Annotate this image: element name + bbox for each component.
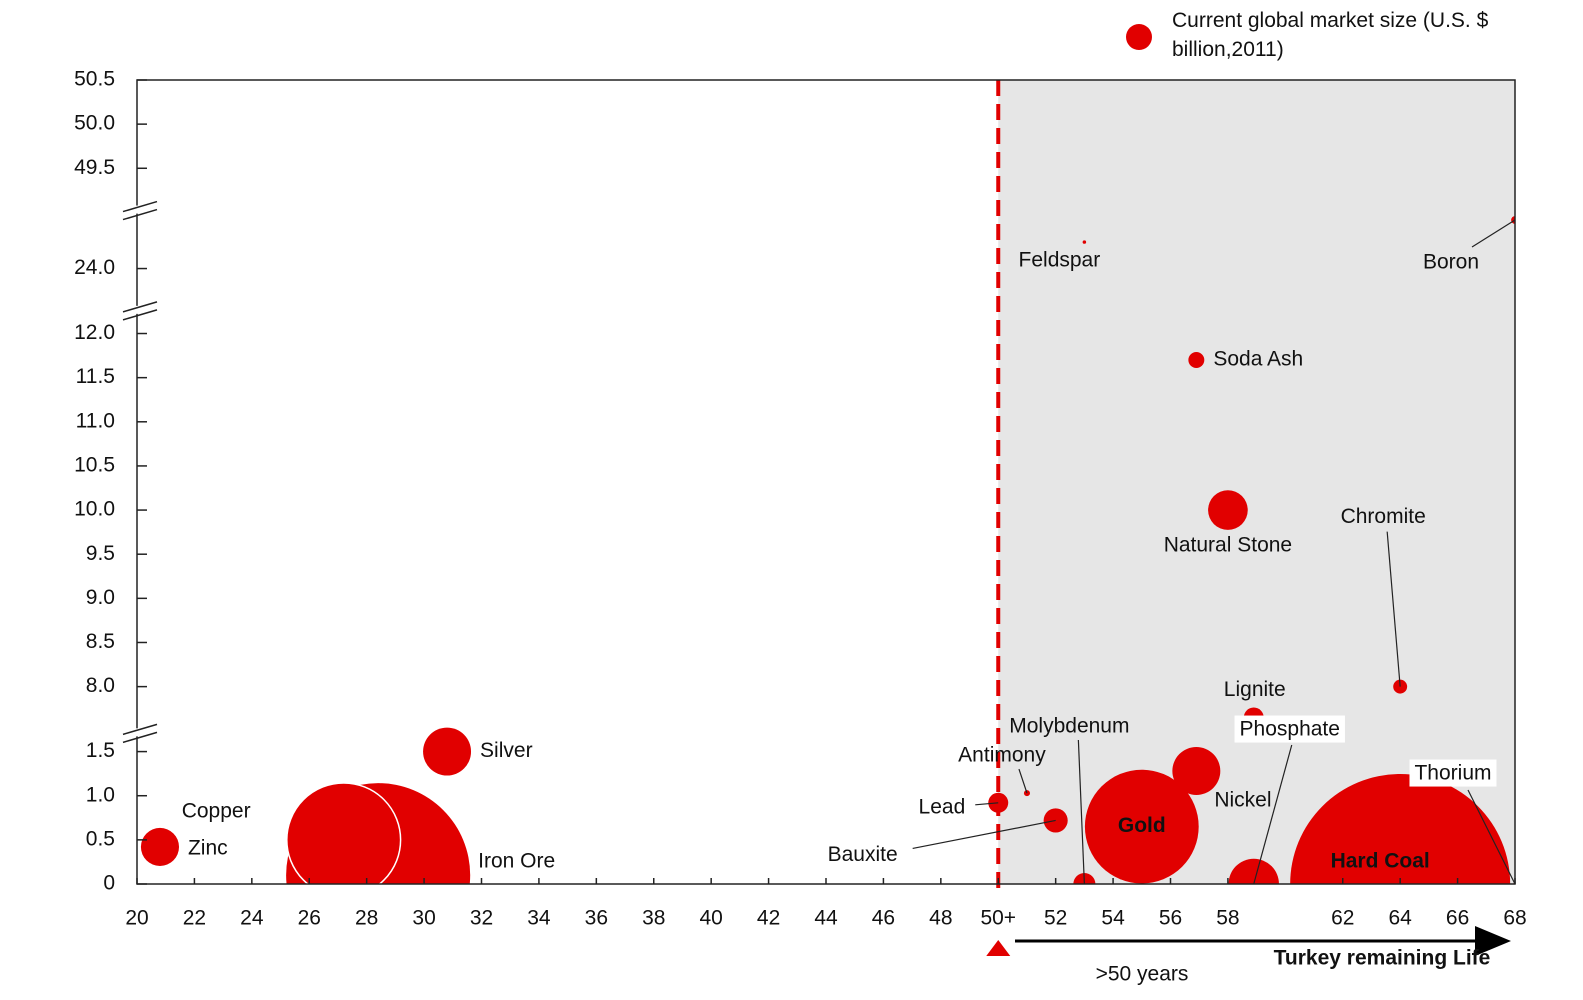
x-tick-label: 52: [1044, 907, 1067, 930]
axis-break: [122, 301, 158, 313]
y-tick-label: 11.5: [76, 365, 115, 388]
bubble: [1023, 790, 1030, 797]
legend-label: Current global market size (U.S. $ billi…: [1172, 9, 1489, 61]
x-tick-label: 50+: [980, 907, 1016, 930]
bubble: [1228, 858, 1279, 884]
data-label: Lead: [919, 795, 966, 818]
x-tick-label: 30: [412, 907, 435, 930]
data-label: Zinc: [188, 836, 228, 859]
x-tick-label: 56: [1159, 907, 1182, 930]
data-label: Copper: [182, 799, 251, 822]
axis-break-gap: [134, 205, 140, 214]
y-tick-label: 11.0: [76, 409, 115, 432]
bubble: [140, 827, 180, 866]
x-tick-label: 20: [125, 907, 148, 930]
y-tick-label: 49.5: [74, 156, 115, 179]
bubble: [423, 727, 472, 776]
data-label: Bauxite: [828, 843, 898, 866]
data-label: Natural Stone: [1164, 534, 1292, 557]
x-tick-label: 62: [1331, 907, 1354, 930]
x-tick-label: 58: [1216, 907, 1239, 930]
leader-line: [1386, 531, 1401, 687]
y-tick-label: 9.0: [86, 586, 115, 609]
data-label: Silver: [480, 739, 533, 762]
data-label: Boron: [1423, 251, 1479, 274]
data-label: Molybdenum: [1009, 715, 1129, 738]
leader-line: [1077, 739, 1085, 885]
y-tick-label: 10.0: [74, 498, 115, 521]
bubble: [1082, 240, 1087, 244]
axis-break-gap: [134, 305, 140, 314]
axis-break: [122, 309, 158, 321]
axis-break: [122, 208, 158, 221]
y-tick-label: 1.5: [86, 739, 115, 762]
label-background: [1409, 759, 1497, 787]
x-tick-label: 42: [757, 907, 780, 930]
axis-break: [122, 200, 158, 213]
data-label: Chromite: [1341, 505, 1426, 528]
bubble: [286, 782, 402, 884]
y-tick-label: 8.5: [86, 630, 115, 653]
x-tick-label: 46: [872, 907, 895, 930]
y-tick-label: 12.0: [74, 321, 115, 344]
legend-marker: [1126, 24, 1152, 50]
data-label: Iron Ore: [478, 850, 555, 873]
x-tick-label: 48: [929, 907, 952, 930]
data-label: Soda Ash: [1213, 348, 1303, 371]
y-tick-label: 0: [103, 872, 115, 895]
data-label: Gold: [1118, 814, 1166, 837]
y-tick-label: 8.0: [86, 674, 115, 697]
annotation: >50 years: [1096, 963, 1189, 986]
x-tick-label: 54: [1101, 907, 1125, 930]
bubble: [1208, 490, 1248, 530]
y-tick-label: 9.5: [86, 542, 115, 565]
bubble: [1188, 352, 1205, 368]
leader-line: [975, 802, 999, 806]
x-tick-label: 28: [355, 907, 378, 930]
x-tick-label: 38: [642, 907, 665, 930]
leader-line: [912, 819, 1056, 850]
label-background: [1234, 715, 1345, 743]
data-label: Hard Coal: [1331, 850, 1430, 873]
x-tick-label: 22: [183, 907, 206, 930]
bubble: [1290, 774, 1511, 884]
shaded-region: [998, 80, 1515, 884]
data-label: Nickel: [1214, 789, 1271, 812]
x-tick-label: 40: [699, 907, 722, 930]
x-tick-label: 34: [527, 907, 551, 930]
x-tick-label: 24: [240, 907, 264, 930]
x-tick-label: 32: [470, 907, 493, 930]
axis-break: [122, 731, 158, 744]
data-label: Feldspar: [1019, 249, 1101, 272]
x-tick-label: 68: [1503, 907, 1526, 930]
x-tick-label: 66: [1446, 907, 1469, 930]
bubble: [1084, 769, 1199, 884]
bubble: [1172, 747, 1221, 795]
data-label: Thorium: [1414, 762, 1491, 785]
y-tick-label: 50.0: [74, 112, 115, 135]
y-tick-label: 10.5: [74, 453, 115, 476]
leader-line: [1467, 789, 1516, 885]
x-tick-label: 44: [814, 907, 838, 930]
annotation: Turkey remaining Life: [1274, 947, 1491, 970]
y-tick-label: 1.0: [86, 783, 115, 806]
leader-line: [1471, 219, 1516, 248]
threshold-marker: [986, 940, 1011, 956]
x-tick-label: 36: [585, 907, 608, 930]
x-tick-label: 26: [298, 907, 321, 930]
data-label: Phosphate: [1240, 718, 1340, 741]
data-label: Antimony: [958, 744, 1046, 767]
axis-break: [122, 723, 158, 736]
leader-line: [1018, 768, 1028, 794]
y-tick-label: 0.5: [86, 827, 115, 850]
y-tick-label: 24.0: [74, 256, 115, 279]
axis-break-gap: [134, 728, 140, 737]
leader-line: [1253, 744, 1293, 885]
data-label: Lignite: [1224, 678, 1286, 701]
y-tick-label: 50.5: [74, 68, 115, 91]
x-tick-label: 64: [1388, 907, 1412, 930]
